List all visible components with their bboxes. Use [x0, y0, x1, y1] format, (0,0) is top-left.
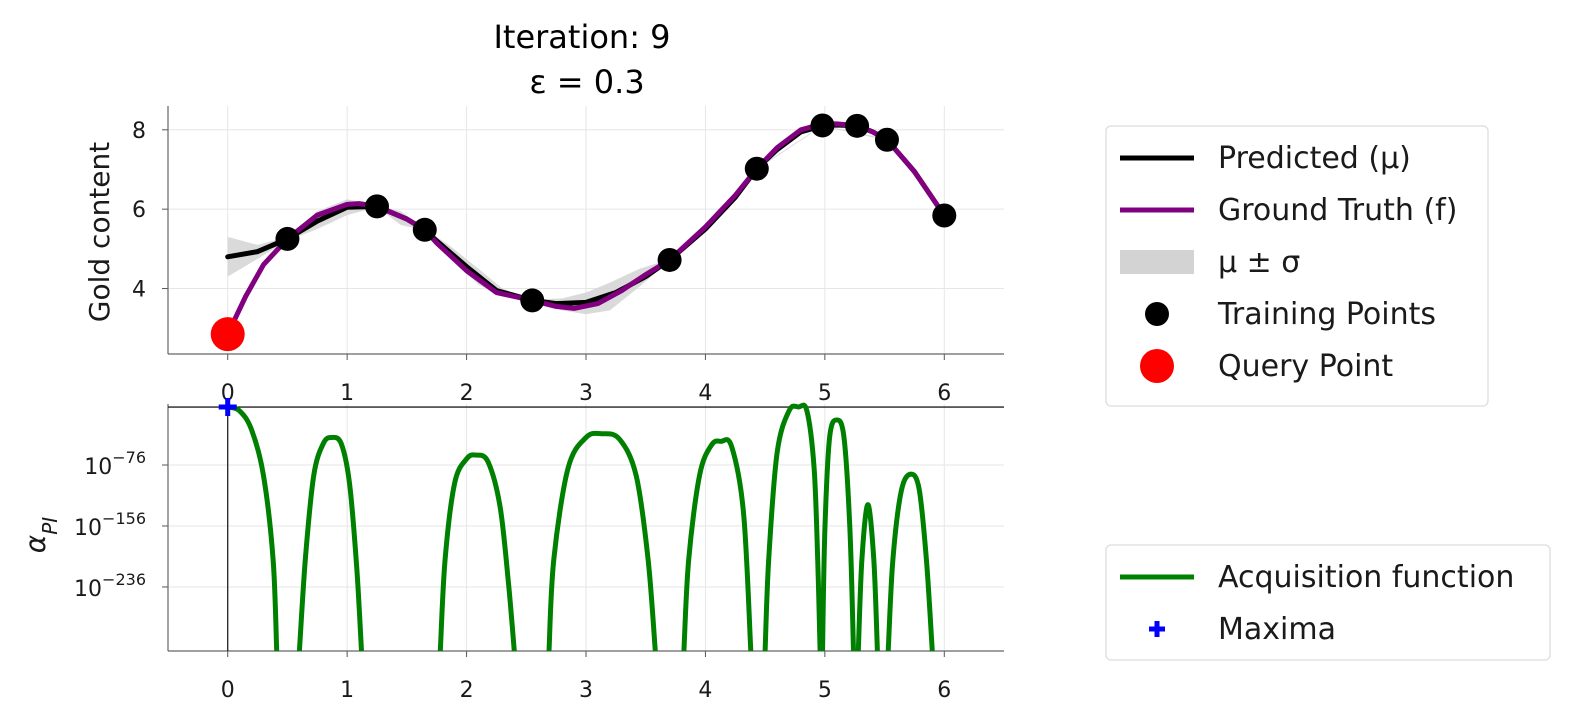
training-point	[275, 226, 300, 251]
training-point	[744, 156, 769, 181]
training-point	[365, 194, 389, 219]
acquisition-function-segment	[681, 437, 754, 652]
query-point	[210, 317, 245, 352]
acquisition-function-segment	[546, 430, 658, 652]
chart-title-line1: Iteration: 9	[493, 18, 670, 56]
legend-plus-swatch	[1149, 621, 1165, 637]
bottom-x-tick-label: 0	[221, 678, 235, 703]
top-x-tick-label: 6	[937, 381, 951, 406]
legend-entry-label: Query Point	[1218, 349, 1393, 384]
legend-dot-swatch	[1145, 302, 1169, 326]
training-point	[810, 113, 835, 138]
legend-entry-label: μ ± σ	[1218, 245, 1300, 280]
top-y-tick-label: 8	[132, 119, 146, 144]
acquisition-function-segment	[762, 402, 823, 652]
top-x-tick-label: 4	[698, 381, 712, 406]
bottom-y-axis-label: αPI	[19, 517, 62, 554]
legend-band-swatch	[1120, 250, 1194, 274]
bottom-x-tick-label: 4	[698, 678, 712, 703]
bottom-x-tick-label: 1	[340, 678, 354, 703]
top-y-axis-label: Gold content	[83, 142, 116, 323]
legend-bottom: Acquisition function Maxima	[1105, 544, 1551, 661]
training-point	[657, 247, 682, 272]
top-x-tick-label: 5	[818, 381, 832, 406]
bottom-x-tick-label: 5	[818, 678, 832, 703]
top-x-tick-label: 2	[460, 381, 474, 406]
acquisition-function-segment	[885, 471, 935, 652]
ground-truth-line	[225, 121, 947, 337]
top-plot-panel: 0 1 2 3 4 5 6 4 6 8	[132, 106, 1004, 406]
chart-title-line2: ε = 0.3	[529, 63, 644, 101]
training-point	[520, 288, 545, 313]
legend-entry-label: Predicted (μ)	[1218, 141, 1411, 176]
acquisition-function-segment	[855, 502, 880, 652]
legend-top: Predicted (μ) Ground Truth (f) μ ± σ Traini…	[1105, 125, 1489, 407]
bottom-y-tick-label: 10−236	[74, 570, 146, 602]
bottom-x-tick-label: 6	[937, 678, 951, 703]
training-point	[932, 203, 957, 228]
bottom-x-tick-label: 2	[460, 678, 474, 703]
acquisition-function-segment	[226, 404, 280, 652]
maxima-marker	[218, 398, 237, 417]
acquisition-function-segment	[437, 452, 517, 652]
acquisition-function-segment	[296, 434, 364, 652]
legend-dot-swatch	[1140, 349, 1174, 383]
legend-frame	[1105, 125, 1489, 407]
bottom-plot-panel: 0 1 2 3 4 5 6 10−76 10−156 10−236	[74, 398, 1004, 703]
legend-entry-label: Acquisition function	[1218, 560, 1514, 595]
bottom-y-tick-label: 10−76	[84, 448, 146, 480]
top-y-tick-label: 4	[132, 278, 146, 303]
training-point	[412, 217, 437, 242]
legend-frame	[1105, 544, 1551, 661]
bottom-y-tick-label: 10−156	[74, 509, 146, 541]
training-point	[874, 127, 899, 152]
legend-entry-label: Maxima	[1218, 612, 1336, 647]
top-y-tick-label: 6	[132, 198, 146, 223]
bottom-x-tick-label: 3	[579, 678, 593, 703]
top-x-tick-label: 0	[221, 381, 235, 406]
top-x-tick-label: 1	[340, 381, 354, 406]
legend-entry-label: Training Points	[1217, 297, 1436, 332]
top-x-tick-label: 3	[579, 381, 593, 406]
acquisition-function-segment	[820, 417, 856, 652]
legend-entry-label: Ground Truth (f)	[1218, 193, 1457, 228]
training-point	[845, 113, 870, 138]
